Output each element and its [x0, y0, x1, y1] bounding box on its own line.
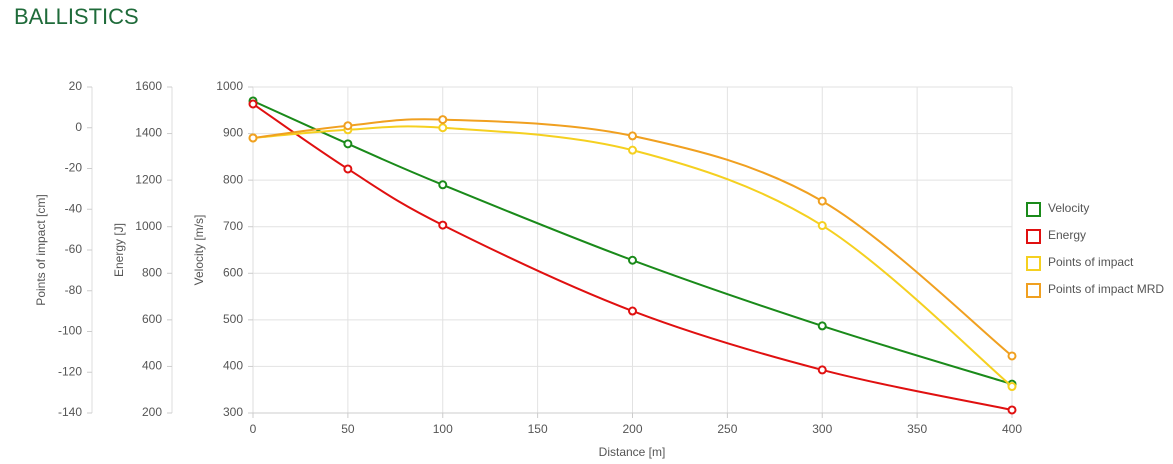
- data-point: [817, 365, 827, 375]
- legend-label: Points of impact MRD: [1048, 282, 1164, 296]
- data-point: [248, 99, 258, 109]
- y-tick-label: 800: [142, 265, 162, 279]
- x-tick-label: 50: [341, 422, 355, 436]
- y-tick-label: 600: [142, 312, 162, 326]
- y-tick-label: -80: [65, 283, 83, 297]
- y-tick-label: -40: [65, 201, 83, 215]
- data-point: [248, 133, 258, 143]
- y-tick-label: -100: [58, 324, 82, 338]
- x-tick-label: 0: [250, 422, 257, 436]
- data-point: [628, 145, 637, 155]
- y-tick-label: 20: [69, 79, 83, 93]
- legend-swatch: [1026, 283, 1041, 298]
- y-tick-label: 300: [223, 405, 243, 419]
- data-point: [343, 164, 353, 174]
- data-point: [628, 306, 637, 316]
- legend-label: Points of impact: [1048, 255, 1134, 269]
- y-tick-label: -140: [58, 405, 82, 419]
- y-tick-label: -60: [65, 242, 83, 256]
- y-tick-label: 200: [142, 405, 162, 419]
- data-point: [1007, 382, 1017, 392]
- data-point: [438, 123, 448, 133]
- y-tick-label: -20: [65, 161, 83, 175]
- y-tick-label: 400: [223, 359, 243, 373]
- x-tick-label: 300: [812, 422, 832, 436]
- y-axis-title: Velocity [m/s]: [192, 215, 206, 286]
- legend-swatch: [1026, 256, 1041, 271]
- data-point: [438, 115, 448, 125]
- y-tick-label: 900: [223, 126, 243, 140]
- y-tick-label: 1600: [135, 79, 162, 93]
- data-point: [817, 196, 827, 206]
- y-axis-title: Energy [J]: [112, 223, 126, 277]
- y-tick-label: -120: [58, 364, 82, 378]
- data-point: [1007, 405, 1017, 415]
- page-title: BALLISTICS: [14, 4, 139, 29]
- data-point: [438, 220, 448, 230]
- y-tick-label: 500: [223, 312, 243, 326]
- data-point: [817, 321, 827, 331]
- y-tick-label: 800: [223, 172, 243, 186]
- legend-label: Energy: [1048, 228, 1086, 242]
- legend-swatch: [1026, 229, 1041, 244]
- x-tick-label: 150: [528, 422, 548, 436]
- data-point: [628, 131, 637, 141]
- data-point: [628, 255, 637, 265]
- data-point: [1007, 351, 1017, 361]
- y-tick-label: 1000: [135, 219, 162, 233]
- data-point: [343, 139, 353, 149]
- y-tick-label: 0: [75, 120, 82, 134]
- data-point: [438, 180, 448, 190]
- y-tick-label: 700: [223, 219, 243, 233]
- data-point: [817, 221, 827, 231]
- legend-swatch: [1026, 202, 1041, 217]
- x-axis-title: Distance [m]: [599, 445, 666, 459]
- x-tick-label: 250: [717, 422, 737, 436]
- x-tick-label: 350: [907, 422, 927, 436]
- y-tick-label: 1200: [135, 172, 162, 186]
- y-tick-label: 600: [223, 265, 243, 279]
- x-tick-label: 100: [433, 422, 453, 436]
- y-tick-label: 400: [142, 359, 162, 373]
- legend-label: Velocity: [1048, 201, 1089, 215]
- y-axis-title: Points of impact [cm]: [34, 194, 48, 305]
- y-tick-label: 1000: [216, 79, 243, 93]
- y-tick-label: 1400: [135, 126, 162, 140]
- data-point: [343, 121, 353, 131]
- x-tick-label: 200: [622, 422, 642, 436]
- x-tick-label: 400: [1002, 422, 1022, 436]
